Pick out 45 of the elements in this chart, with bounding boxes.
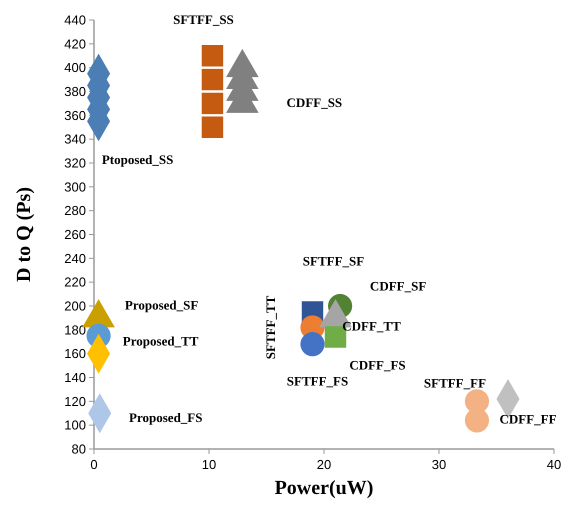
x-tick-label: 10 — [202, 457, 216, 472]
point — [202, 45, 224, 66]
y-tick-label: 160 — [64, 346, 86, 362]
point — [202, 68, 224, 90]
x-tick-label: 0 — [90, 457, 98, 472]
y-tick-label: 360 — [64, 108, 86, 123]
y-tick-label: 300 — [64, 179, 86, 194]
series-label: Proposed_TT — [122, 333, 199, 348]
text: CDFF_SS — [286, 95, 342, 110]
y-tick-label: 80 — [72, 442, 86, 457]
series-label: CDFF_SF — [370, 278, 426, 294]
point — [202, 116, 224, 138]
series-label: SFTFF_FS — [286, 374, 348, 389]
y-tick-label: 240 — [64, 250, 86, 266]
y-tick-label: 140 — [64, 370, 86, 386]
point — [300, 332, 325, 356]
x-tick-label: 30 — [432, 457, 446, 472]
series-label: SFTFF_FF — [424, 375, 486, 390]
series-label: Ptoposed_SS — [102, 152, 174, 168]
y-axis-title: D to Q (Ps) — [13, 187, 35, 282]
y-tick-label: 340 — [64, 132, 86, 147]
series-label: CDFF_FS — [349, 358, 406, 373]
point — [202, 92, 224, 114]
y-tick-label: 380 — [64, 84, 86, 100]
series-label: Proposed_SF — [124, 297, 198, 312]
y-tick-label: 280 — [64, 203, 86, 218]
y-tick-label: 100 — [64, 418, 86, 433]
series-label: SFTFF_SS — [173, 12, 234, 28]
y-tick-label: 220 — [64, 274, 86, 290]
x-tick-label: 20 — [316, 457, 332, 472]
y-tick-label: 180 — [64, 322, 86, 338]
y-tick-label: 120 — [64, 394, 86, 409]
y-tick-label: 400 — [64, 60, 86, 76]
y-tick-label: 420 — [64, 36, 86, 52]
y-tick-label: 200 — [64, 298, 86, 314]
text: SFTFF_TT — [263, 295, 278, 360]
series-label: CDFF_TT — [342, 318, 402, 334]
series-label: CDFF_FF — [499, 412, 557, 426]
series-label: Proposed_FS — [129, 410, 202, 425]
text: SFTFF_SF — [302, 254, 364, 269]
y-tick-label: 440 — [64, 12, 86, 28]
x-tick-label: 40 — [546, 457, 562, 472]
x-axis-title: Power(uW) — [274, 477, 374, 499]
y-tick-label: 260 — [64, 227, 86, 242]
y-tick-label: 320 — [64, 156, 86, 171]
